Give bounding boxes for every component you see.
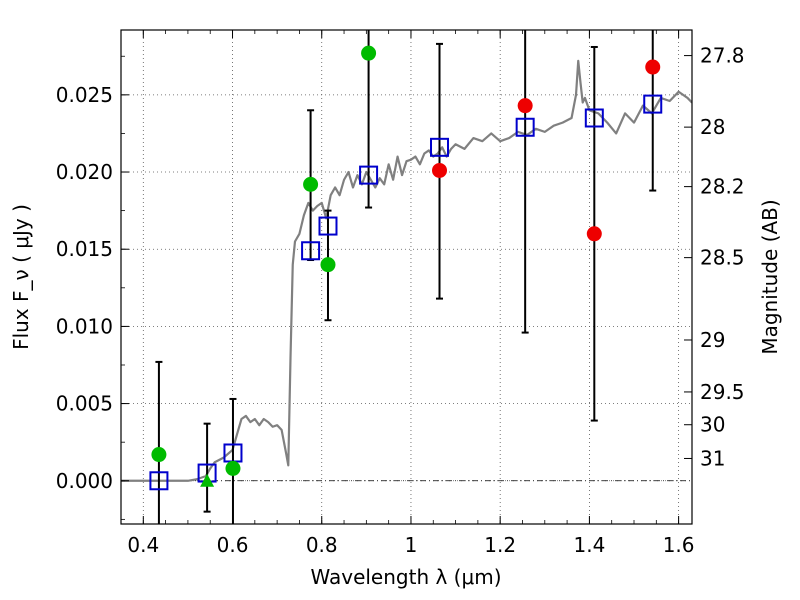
mag-tick-label: 27.8 <box>700 44 745 68</box>
y-right-axis-label: Magnitude (AB) <box>758 199 782 354</box>
y-tick-label: 0.025 <box>56 83 113 107</box>
mag-tick-label: 29.5 <box>700 380 745 404</box>
wfc3-detection-point <box>432 162 448 178</box>
x-tick-label: 1.2 <box>484 533 516 557</box>
sed-model-line <box>121 59 692 482</box>
y-tick-label: 0.010 <box>56 314 113 338</box>
acs-detection-point <box>361 45 377 61</box>
x-axis-label: Wavelength λ (μm) <box>310 565 501 589</box>
model-photometry-square <box>430 137 450 157</box>
model-photometry-square <box>318 216 338 236</box>
mag-tick-label: 28.2 <box>700 175 745 199</box>
y-axis-label: Flux F_ν ( μJy ) <box>9 204 33 350</box>
mag-tick-label: 29 <box>700 328 725 352</box>
model-photometry-square <box>359 165 379 185</box>
x-tick-label: 0.4 <box>127 533 159 557</box>
y-tick-label: 0.015 <box>56 237 113 261</box>
model-photometry-square <box>643 94 663 114</box>
mag-tick-label: 28 <box>700 115 725 139</box>
model-photometry-square <box>584 108 604 128</box>
model-photometry-square <box>301 241 321 261</box>
y-tick-label: 0.000 <box>56 469 113 493</box>
model-photometry-square <box>149 471 169 491</box>
mag-tick-label: 30 <box>700 413 725 437</box>
x-tick-label: 0.6 <box>217 533 249 557</box>
x-tick-label: 0.8 <box>306 533 338 557</box>
wfc3-detection-point <box>517 98 533 114</box>
acs-detection-point <box>320 257 336 273</box>
acs-upper-limit-triangle <box>200 473 215 487</box>
mag-tick-label: 31 <box>700 446 725 470</box>
wfc3-detection-point <box>645 59 661 75</box>
axis-ticks: 0.4 0.6 0.8 1 1.2 1.4 1.6 0.000 0.005 0.010 0.015 0… <box>56 30 745 557</box>
acs-detection-point <box>151 447 167 463</box>
acs-detection-point <box>303 176 319 192</box>
x-tick-label: 1.4 <box>573 533 605 557</box>
acs-detection-point <box>225 460 241 476</box>
y-tick-label: 0.020 <box>56 160 113 184</box>
mag-tick-label: 28.5 <box>700 246 745 270</box>
plot-frame <box>120 29 693 525</box>
x-tick-label: 1.6 <box>663 533 695 557</box>
model-photometry-square <box>515 117 535 137</box>
wfc3-detection-point <box>586 226 602 242</box>
x-tick-label: 1 <box>405 533 418 557</box>
y-tick-label: 0.005 <box>56 392 113 416</box>
